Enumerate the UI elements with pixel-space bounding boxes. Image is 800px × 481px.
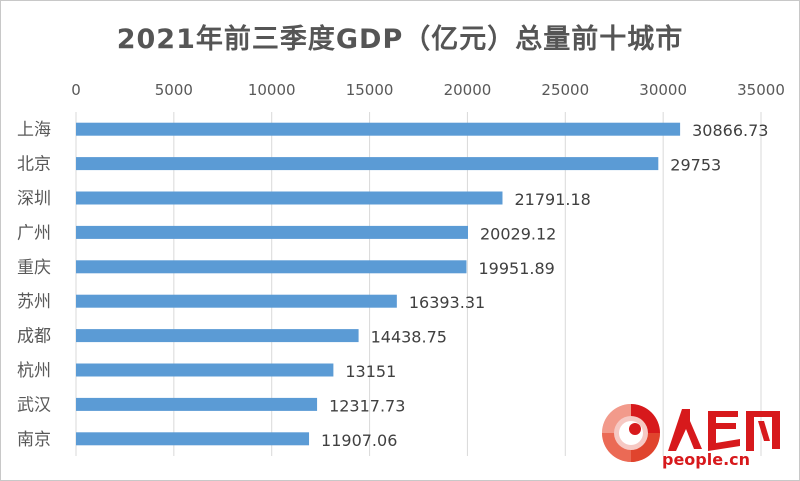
logo-url-text: people.cn <box>662 450 750 469</box>
value-label: 19951.89 <box>478 259 554 278</box>
value-label: 29753 <box>670 156 721 175</box>
category-label: 武汉 <box>17 395 51 415</box>
value-labels: 30866.73 29753 21791.18 20029.12 19951.89 163… <box>321 121 768 450</box>
category-label: 深圳 <box>17 189 51 209</box>
value-label: 14438.75 <box>371 328 447 347</box>
x-tick-label: 15000 <box>346 81 394 99</box>
category-label: 成都 <box>17 327 51 347</box>
bar <box>76 329 359 343</box>
value-label: 13151 <box>345 362 396 381</box>
value-label: 16393.31 <box>409 293 485 312</box>
x-tick-label: 35000 <box>737 81 785 99</box>
x-tick-label: 5000 <box>155 81 193 99</box>
category-label: 重庆 <box>17 258 51 278</box>
bar <box>76 157 659 171</box>
category-label: 苏州 <box>17 292 51 312</box>
x-tick-label: 0 <box>71 81 81 99</box>
value-label: 21791.18 <box>514 190 590 209</box>
category-label: 南京 <box>17 430 51 450</box>
bar <box>76 122 681 136</box>
people-cn-logo: people.cn <box>602 404 780 469</box>
category-label: 广州 <box>17 223 51 243</box>
category-label: 杭州 <box>17 361 51 381</box>
x-tick-label: 30000 <box>639 81 687 99</box>
category-label: 北京 <box>17 155 51 175</box>
x-tick-label: 10000 <box>248 81 296 99</box>
logo-mark-icon <box>602 404 660 462</box>
bar <box>76 397 318 411</box>
value-label: 12317.73 <box>329 396 405 415</box>
x-tick-label: 20000 <box>444 81 492 99</box>
logo-wordmark <box>668 409 780 451</box>
chart-title: 2021年前三季度GDP（亿元）总量前十城市 <box>116 24 684 55</box>
bar <box>76 432 310 446</box>
value-label: 20029.12 <box>480 224 556 243</box>
x-axis-ticks: 0 5000 10000 15000 20000 25000 30000 35000 <box>71 81 785 99</box>
bar <box>76 294 397 308</box>
bar <box>76 260 467 274</box>
bars <box>76 122 681 446</box>
value-label: 11907.06 <box>321 431 397 450</box>
x-tick-label: 25000 <box>541 81 589 99</box>
bar <box>76 363 334 377</box>
bar <box>76 225 468 239</box>
value-label: 30866.73 <box>692 121 768 140</box>
bar <box>76 191 503 205</box>
category-label: 上海 <box>17 120 51 140</box>
